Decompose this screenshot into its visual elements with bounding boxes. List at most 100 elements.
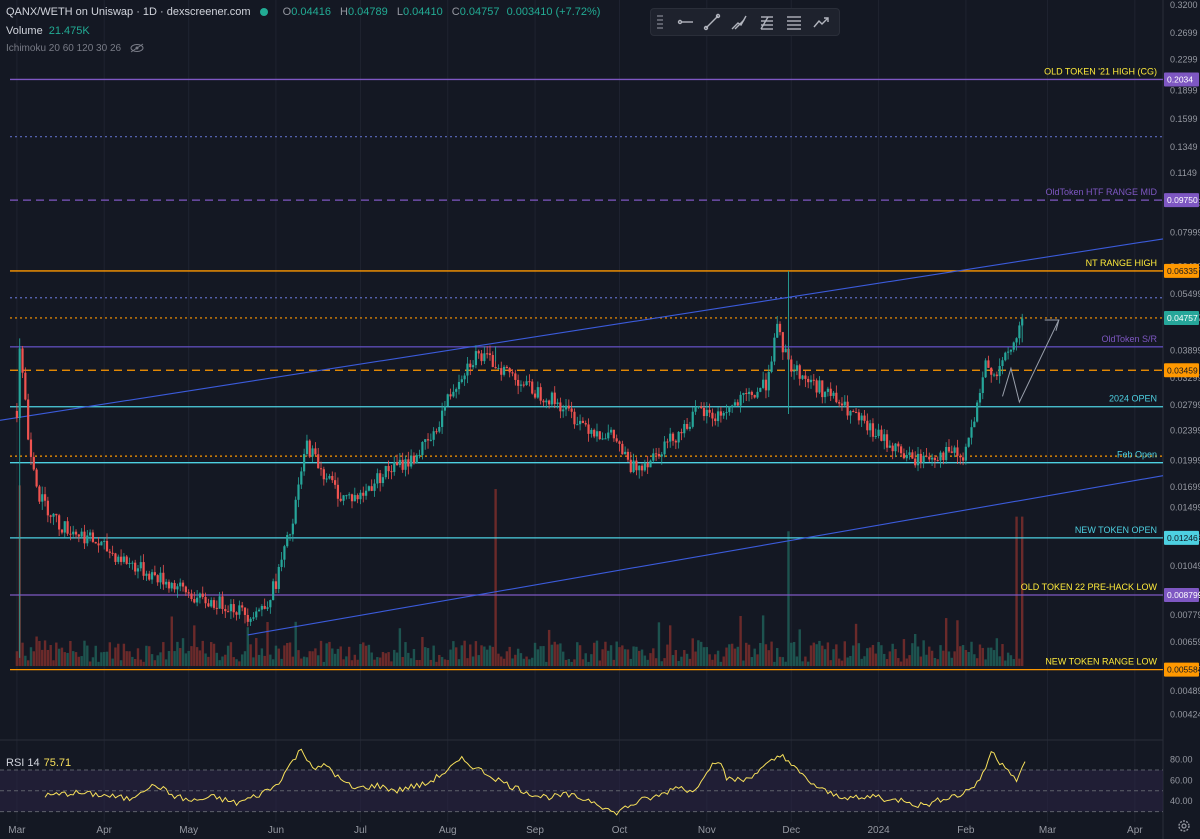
candle-body [72,531,75,535]
volume-bar [271,659,275,666]
volume-bar [153,660,157,666]
volume-bar [795,656,799,666]
volume-legend[interactable]: Volume 21.475K [6,25,90,37]
volume-bar [328,641,331,666]
volume-bar [950,657,954,666]
projection-icon[interactable] [810,11,833,33]
candle-body [435,431,438,433]
volume-bar [364,645,368,666]
candle-body [590,429,593,434]
volume-bar [826,642,830,666]
candle-body [905,454,908,459]
candle-body [55,513,58,516]
volume-bar [722,656,725,666]
volume-bar [815,644,818,666]
candle-body [370,486,373,491]
candle-body [350,494,354,502]
volume-bar [55,642,58,666]
candle-body [266,607,269,609]
candle-body [150,572,154,580]
candle-body [280,559,283,567]
candle-body [201,593,204,597]
candle-body [601,438,604,440]
candle-body [384,466,387,478]
candle-body [564,405,568,410]
volume-bar [801,661,804,666]
candle-body [784,348,787,353]
time-tick-label: Mar [1039,825,1057,836]
volume-bar [460,645,464,666]
volume-bar [415,659,418,666]
volume-bar [835,644,838,666]
volume-bar [252,657,255,666]
volume-bar [942,650,945,666]
low-label: L [396,6,403,18]
candle-body [542,400,545,403]
volume-bar [72,651,75,666]
volume-bar [654,658,658,666]
volume-bar [333,653,337,666]
volume-bar [291,656,295,666]
volume-bar [317,655,320,666]
volume-bar [595,640,599,666]
volume-bar [485,649,489,666]
horizontal-ray-icon[interactable] [673,11,696,33]
time-tick-label: Mar [8,825,26,836]
candle-body [502,366,506,375]
price-tick-label: 0.02399 [1170,425,1200,435]
price-tag-label: 0.06335 [1167,266,1198,276]
volume-bar [542,646,545,666]
volume-bar [806,661,810,666]
hidden-eye-icon[interactable] [130,43,144,53]
volume-bar [640,649,644,666]
volume-bar [46,649,50,666]
candle-body [156,575,159,583]
candle-body [981,377,984,394]
candle-body [908,452,911,455]
candle-body [393,462,396,472]
candle-body [58,515,61,530]
volume-bar [764,644,768,666]
time-tick-label: May [179,825,198,836]
gear-icon[interactable] [1176,818,1192,834]
volume-bar [367,644,371,666]
volume-bar [463,640,466,666]
volume-bar [215,652,219,666]
candle-body [193,599,196,603]
volume-bar [705,647,709,666]
rsi-legend[interactable]: RSI 14 75.71 [6,757,71,769]
candle-body [86,535,89,544]
trend-line-icon[interactable] [700,11,723,33]
candle-body [871,423,875,437]
volume-bar [916,646,920,666]
candle-body [942,452,945,461]
fib-icon[interactable] [755,11,778,33]
candle-body [700,406,703,408]
volume-bar [561,651,565,666]
volume-bar [80,656,83,666]
candle-body [480,353,483,362]
level-label: NEW TOKEN OPEN [1075,525,1157,535]
volume-bar [964,649,968,666]
candle-body [345,495,348,497]
path-icon[interactable] [728,11,751,33]
volume-bar [1004,660,1007,666]
grip-icon[interactable] [657,15,663,29]
ichimoku-legend[interactable]: Ichimoku 20 60 120 30 26 [6,43,144,54]
parallel-channel-icon[interactable] [782,11,805,33]
volume-bar [466,658,469,666]
volume-bar [545,661,548,666]
time-tick-label: Feb [957,825,975,836]
time-tick-label: Jul [354,825,367,836]
candle-body [857,412,860,421]
projection-path [1002,319,1060,404]
candle-body [505,366,508,369]
candle-body [283,546,286,560]
candle-body [702,407,706,417]
candle-body [1007,351,1010,353]
volume-bar [15,651,19,666]
volume-bar [173,651,176,666]
volume-bar [784,661,787,666]
candle-body [925,455,928,457]
